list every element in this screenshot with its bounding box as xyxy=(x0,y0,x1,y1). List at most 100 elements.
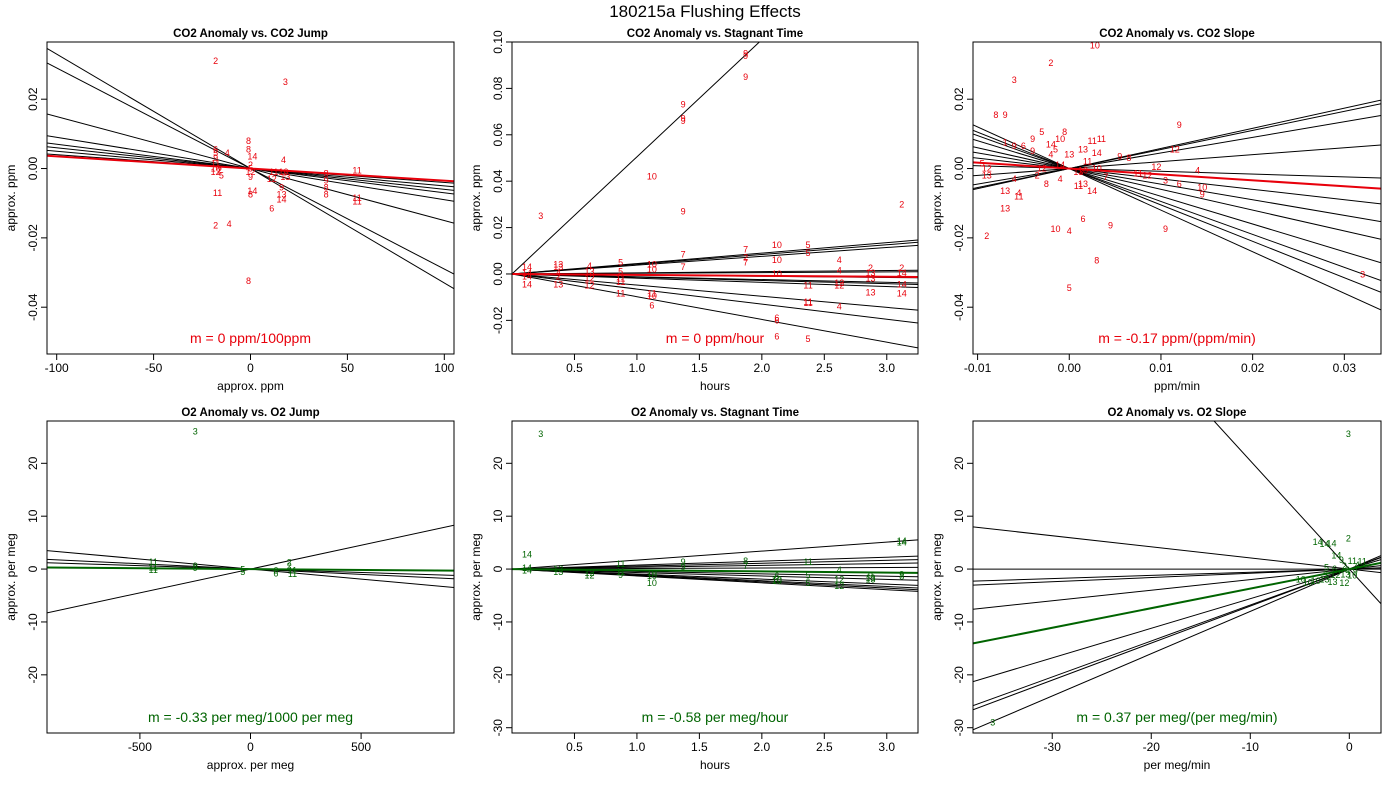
y-tick-label: -10 xyxy=(491,613,505,631)
slope-annotation: m = 0.37 per meg/(per meg/min) xyxy=(1076,709,1277,725)
data-point-label: 8 xyxy=(1062,127,1067,137)
data-point-label: 12 xyxy=(1037,164,1047,174)
data-point-label: 6 xyxy=(273,566,278,576)
data-point-label: 4 xyxy=(1012,174,1017,184)
data-point-label: 7 xyxy=(743,561,748,571)
y-tick-label: 0.04 xyxy=(491,169,505,193)
plot-frame xyxy=(972,420,1382,734)
data-point-label: 5 xyxy=(1067,283,1072,293)
data-point-label: 10 xyxy=(647,568,657,578)
x-axis-label: hours xyxy=(700,379,730,393)
data-point-label: 10 xyxy=(647,260,657,270)
x-tick-label: 1.5 xyxy=(691,740,708,754)
data-point-label: 13 xyxy=(866,274,876,284)
data-point-label: 13 xyxy=(1340,569,1350,579)
fit-lines-group xyxy=(47,524,454,614)
data-point-label: 10 xyxy=(772,255,782,265)
y-axis-label: approx. ppm xyxy=(930,165,944,232)
data-point-label: 11 xyxy=(1014,191,1023,201)
x-tick-label: 1.5 xyxy=(691,361,708,375)
y-tick-label: 0 xyxy=(491,565,505,572)
x-tick-label: 0 xyxy=(247,740,254,754)
data-point-label: 5 xyxy=(980,158,985,168)
data-point-label: 3 xyxy=(538,429,543,439)
y-tick-label: -20 xyxy=(26,666,40,684)
data-point-label: 14 xyxy=(1087,186,1097,196)
data-point-label: 12 xyxy=(982,164,992,174)
data-point-label: 8 xyxy=(1094,255,1099,265)
chart-title: CO2 Anomaly vs. CO2 Slope xyxy=(1099,28,1255,40)
data-point-label: 8 xyxy=(324,190,329,200)
data-point-label: 10 xyxy=(1055,134,1065,144)
fit-line xyxy=(512,555,918,570)
data-point-label: 2 xyxy=(556,271,561,281)
x-tick-label: 0.02 xyxy=(1241,361,1265,375)
data-point-label: 4 xyxy=(281,155,286,165)
fit-line xyxy=(973,124,1381,311)
data-point-label: 5 xyxy=(240,565,245,575)
plot-frame xyxy=(46,420,455,734)
plot-frame xyxy=(511,41,919,355)
chart-title: O2 Anomaly vs. O2 Jump xyxy=(181,407,319,419)
x-tick-label: -100 xyxy=(45,361,69,375)
data-point-label: 4 xyxy=(837,301,842,311)
data-point-label: 14 xyxy=(1055,160,1065,170)
data-point-label: 12 xyxy=(1142,170,1152,180)
fit-line xyxy=(973,146,1381,240)
x-tick-label: 2.0 xyxy=(754,361,771,375)
slope-annotation: m = -0.17 ppm/(ppm/min) xyxy=(1098,330,1256,346)
slope-annotation: m = 0 ppm/100ppm xyxy=(190,330,311,346)
data-point-label: 4 xyxy=(1355,560,1360,570)
data-point-label: 11 xyxy=(288,566,297,576)
data-point-label: 5 xyxy=(806,570,811,580)
x-tick-label: 1.0 xyxy=(629,361,646,375)
data-point-label: 2 xyxy=(1048,58,1053,68)
fit-line xyxy=(512,562,918,570)
data-point-label: 2 xyxy=(217,165,222,175)
x-axis-label: per meg/min xyxy=(1144,758,1211,772)
data-point-label: 6 xyxy=(1021,141,1026,151)
data-point-label: 9 xyxy=(681,116,686,126)
y-tick-label: 0.10 xyxy=(491,30,505,54)
data-point-label: 11 xyxy=(1358,557,1367,567)
data-point-label: 10 xyxy=(1296,575,1306,585)
data-point-label: 10 xyxy=(211,164,221,174)
data-point-label: 4 xyxy=(837,265,842,275)
data-point-label: 13 xyxy=(280,172,290,182)
data-point-label: 6 xyxy=(1332,564,1337,574)
data-point-label: 6 xyxy=(774,315,779,325)
data-point-label: 11 xyxy=(269,167,278,177)
data-point-label: 11 xyxy=(211,158,220,168)
data-point-label: 11 xyxy=(1088,136,1097,146)
data-point-label: 14 xyxy=(1331,550,1341,560)
data-point-label: 2 xyxy=(287,558,292,568)
data-point-label: 9 xyxy=(1012,141,1017,151)
x-tick-label: 100 xyxy=(434,361,454,375)
x-tick-label: 0 xyxy=(247,361,254,375)
fit-line xyxy=(973,144,1381,177)
data-point-label: 13 xyxy=(1073,167,1083,177)
y-tick-label: -0.02 xyxy=(26,224,40,252)
data-point-label: 14 xyxy=(522,563,532,573)
overall-fit-line xyxy=(512,272,918,278)
data-point-label: 14 xyxy=(522,549,532,559)
data-point-label: 13 xyxy=(553,262,563,272)
data-point-label: 11 xyxy=(1074,181,1083,191)
data-point-label: 5 xyxy=(219,170,224,180)
data-point-label: 7 xyxy=(743,257,748,267)
x-tick-label: 2.5 xyxy=(816,361,833,375)
data-point-label: 12 xyxy=(834,278,844,288)
y-axis-label: approx. per meg xyxy=(4,533,18,620)
data-point-label: 7 xyxy=(1103,172,1108,182)
overall-fit-line xyxy=(47,566,454,572)
data-point-label: 8 xyxy=(1126,153,1131,163)
data-point-label: 10 xyxy=(1311,576,1321,586)
y-tick-label: 0.06 xyxy=(491,123,505,147)
data-point-label: 9 xyxy=(1030,146,1035,156)
data-point-label: 4 xyxy=(1048,150,1053,160)
data-point-label: 11 xyxy=(288,569,297,579)
fit-line xyxy=(973,157,1381,205)
data-point-label: 4 xyxy=(1016,188,1021,198)
overall-fit-line xyxy=(973,561,1381,645)
